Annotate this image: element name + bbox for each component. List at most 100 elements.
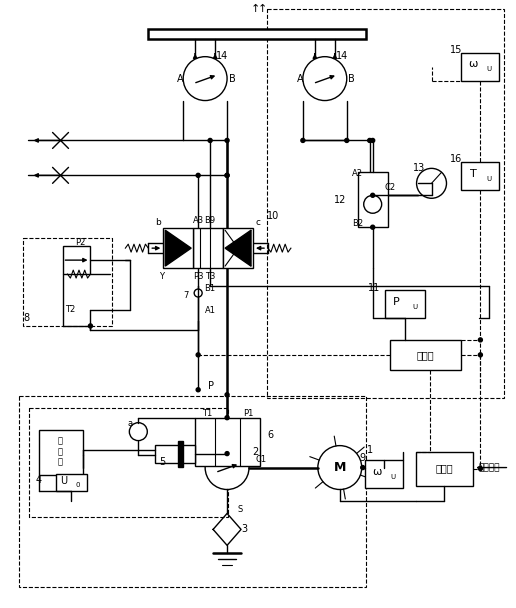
Circle shape — [370, 225, 375, 229]
Circle shape — [364, 195, 382, 213]
Text: ω: ω — [469, 58, 478, 69]
Text: T2: T2 — [66, 305, 76, 314]
Circle shape — [345, 139, 349, 142]
Polygon shape — [225, 230, 251, 266]
Circle shape — [370, 193, 375, 197]
Bar — [56, 474, 87, 491]
Text: 3: 3 — [241, 524, 247, 534]
Text: ↑: ↑ — [257, 4, 267, 14]
Text: P1: P1 — [243, 409, 253, 418]
Circle shape — [478, 353, 482, 357]
Circle shape — [478, 338, 482, 342]
Bar — [193, 228, 223, 268]
Bar — [163, 228, 193, 268]
Bar — [39, 430, 84, 474]
Text: S: S — [237, 505, 243, 514]
Text: B2: B2 — [352, 219, 363, 228]
Circle shape — [130, 423, 147, 441]
Text: 10: 10 — [267, 211, 279, 221]
Text: U: U — [60, 475, 67, 486]
Bar — [461, 53, 499, 81]
Text: Y: Y — [159, 272, 164, 280]
Text: T: T — [470, 170, 477, 179]
Bar — [62, 246, 90, 274]
Text: U: U — [487, 176, 492, 182]
Text: 13: 13 — [413, 164, 426, 173]
Bar — [358, 172, 388, 227]
Circle shape — [225, 139, 229, 142]
Text: 0: 0 — [75, 482, 80, 488]
Text: 16: 16 — [450, 154, 462, 164]
Circle shape — [303, 57, 347, 100]
Bar — [19, 396, 366, 587]
Text: P: P — [393, 297, 400, 307]
Text: P: P — [208, 381, 214, 391]
Bar — [195, 418, 260, 466]
Text: C1: C1 — [255, 455, 266, 464]
Text: A1: A1 — [205, 306, 216, 316]
Text: 1: 1 — [367, 444, 373, 455]
Circle shape — [370, 139, 375, 142]
Circle shape — [183, 57, 227, 100]
Polygon shape — [165, 230, 191, 266]
Bar — [23, 238, 112, 326]
Bar — [461, 162, 499, 190]
Bar — [415, 452, 473, 486]
Text: 2: 2 — [252, 447, 258, 457]
Text: U: U — [487, 66, 492, 72]
Text: P2: P2 — [75, 238, 86, 247]
Text: A3: A3 — [192, 216, 204, 225]
Text: B: B — [348, 74, 355, 84]
Text: M: M — [333, 461, 346, 474]
Text: 14: 14 — [335, 50, 348, 61]
Text: 14: 14 — [216, 50, 228, 61]
Circle shape — [88, 324, 92, 328]
Circle shape — [225, 393, 229, 397]
Text: B9: B9 — [204, 216, 216, 225]
Text: 15: 15 — [450, 44, 463, 55]
Text: ω: ω — [372, 466, 381, 477]
Text: b: b — [155, 218, 161, 227]
Text: 4: 4 — [36, 474, 42, 485]
Circle shape — [196, 388, 200, 392]
Text: 控制器: 控制器 — [417, 350, 434, 360]
Text: A2: A2 — [352, 169, 363, 178]
Text: A: A — [297, 74, 303, 84]
Bar — [384, 290, 425, 318]
Bar — [267, 9, 504, 398]
Text: 11: 11 — [367, 283, 380, 293]
Bar — [155, 444, 195, 463]
Bar — [390, 340, 461, 370]
Text: U: U — [390, 474, 395, 480]
Text: C2: C2 — [384, 183, 395, 192]
Text: P3: P3 — [193, 272, 203, 280]
Text: B: B — [229, 74, 235, 84]
Text: 12: 12 — [333, 195, 346, 206]
Circle shape — [194, 289, 202, 297]
Text: U: U — [412, 304, 417, 310]
Circle shape — [225, 173, 229, 178]
Text: B1: B1 — [204, 283, 216, 292]
Bar — [148, 29, 366, 39]
Circle shape — [225, 416, 229, 420]
Text: T3: T3 — [205, 272, 215, 280]
Text: A: A — [177, 74, 184, 84]
Circle shape — [478, 466, 482, 471]
Text: 7: 7 — [184, 291, 189, 300]
Text: T1: T1 — [202, 409, 212, 418]
Text: ↑: ↑ — [250, 4, 260, 14]
Text: 三相电源: 三相电源 — [479, 463, 500, 472]
Text: 变频器: 变频器 — [436, 463, 454, 474]
Circle shape — [416, 168, 446, 198]
Circle shape — [205, 446, 249, 489]
Bar — [178, 441, 183, 466]
Circle shape — [368, 139, 372, 142]
Text: 5: 5 — [159, 457, 166, 466]
Text: 6: 6 — [267, 430, 273, 440]
Circle shape — [225, 173, 229, 178]
Text: c: c — [255, 218, 261, 227]
Text: 8: 8 — [24, 313, 30, 323]
Text: a: a — [128, 419, 133, 428]
Circle shape — [361, 466, 365, 469]
Bar — [28, 408, 228, 517]
